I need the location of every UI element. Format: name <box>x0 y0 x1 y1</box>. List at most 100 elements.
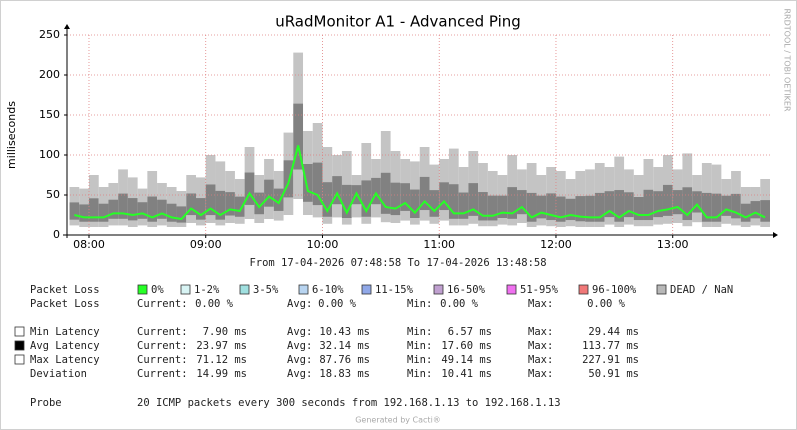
smoke-core <box>88 198 99 222</box>
smoke-core <box>312 162 323 206</box>
x-tick-label: 11:00 <box>423 238 455 251</box>
loss-swatch <box>656 284 667 295</box>
smoke-core <box>721 195 732 216</box>
smoke-core <box>361 180 372 217</box>
loss-swatch <box>361 284 372 295</box>
smoke-core <box>614 190 625 222</box>
loss-swatch <box>506 284 517 295</box>
smoke-core <box>98 203 109 222</box>
loss-legend-item: 0% <box>151 284 164 296</box>
loss-legend-label: Packet Loss <box>30 284 100 296</box>
stat-value: 6.57 ms <box>448 326 492 338</box>
smoke-core <box>731 193 741 219</box>
smoke-core <box>458 192 469 219</box>
smoke-core <box>682 187 693 221</box>
smoke-core <box>565 198 576 221</box>
smoke-core <box>487 195 498 221</box>
smoke-core <box>468 183 479 216</box>
smoke-core <box>176 206 187 223</box>
loss-swatch <box>180 284 191 295</box>
stat-key: Avg: <box>287 298 312 310</box>
loss-swatch <box>137 284 148 295</box>
smoke-core <box>604 191 615 218</box>
smoke-core <box>594 192 605 222</box>
smoke-core <box>293 103 304 170</box>
smoke-core <box>439 182 449 211</box>
smoke-core <box>273 188 284 211</box>
stat-value: 50.91 ms <box>588 368 639 380</box>
stat-key: Current: <box>137 354 188 366</box>
y-axis-label: milliseconds <box>5 101 18 169</box>
loss-legend-item: 51-95% <box>520 284 559 296</box>
stat-key: Current: <box>137 326 188 338</box>
smoke-core <box>137 202 148 219</box>
stat-key: Current: <box>137 368 188 380</box>
stat-key: Max: <box>528 354 553 366</box>
smoke-core <box>750 201 761 219</box>
smoke-core <box>410 189 420 218</box>
stat-value: 14.99 ms <box>196 368 247 380</box>
stat-key: Max: <box>528 298 553 310</box>
smoke-core <box>332 176 342 205</box>
loss-swatch <box>578 284 589 295</box>
stat-label: Min Latency <box>30 326 100 338</box>
loss-legend-item: 16-50% <box>447 284 486 296</box>
smoke-core <box>186 193 197 216</box>
smoke-core <box>264 179 274 207</box>
smoke-core <box>526 192 537 222</box>
stat-key: Avg: <box>287 368 312 380</box>
stat-key: Min: <box>407 298 432 310</box>
stat-swatch <box>14 354 25 365</box>
smoke-core <box>166 203 177 222</box>
footer: Generated by Cacti® <box>355 416 441 425</box>
smoke-core <box>662 184 673 216</box>
smoke-core <box>517 190 527 215</box>
loss-swatch <box>433 284 444 295</box>
smoke-core <box>536 195 547 219</box>
stat-key: Max: <box>528 326 553 338</box>
stat-key: Avg: <box>287 340 312 352</box>
x-tick-label: 12:00 <box>540 238 572 251</box>
y-tick-label: 150 <box>39 108 60 121</box>
stat-value: 32.14 ms <box>319 340 370 352</box>
stat-key: Avg: <box>287 354 312 366</box>
probe-text: 20 ICMP packets every 300 seconds from 1… <box>137 397 561 409</box>
smoke-core <box>497 195 508 218</box>
smoke-core <box>692 191 702 213</box>
y-arrow <box>64 24 70 29</box>
smoke-core <box>79 204 89 222</box>
smoke-core <box>643 189 654 221</box>
smoke-core <box>419 176 430 211</box>
smoke-core <box>390 182 401 216</box>
smoke-core <box>740 203 751 222</box>
smoke-core <box>575 196 586 222</box>
stat-value: 0.00 % <box>587 298 626 310</box>
x-tick-label: 13:00 <box>657 238 689 251</box>
loss-legend-item: 1-2% <box>194 284 220 296</box>
smoke-core <box>127 198 138 221</box>
x-tick-label: 09:00 <box>190 238 222 251</box>
smoke-core <box>711 193 722 222</box>
stat-label: Packet Loss <box>30 298 100 310</box>
stat-key: Min: <box>407 340 432 352</box>
median-line <box>74 145 766 221</box>
smoke-core <box>701 192 712 222</box>
smoke-core <box>555 196 566 222</box>
stat-value: 0.00 % <box>195 298 234 310</box>
x-tick-label: 08:00 <box>73 238 105 251</box>
stat-value: 10.41 ms <box>441 368 492 380</box>
stat-value: 0.00 % <box>318 298 357 310</box>
y-tick-label: 100 <box>39 148 60 161</box>
smoke-core <box>380 172 391 214</box>
stat-swatch <box>14 340 25 351</box>
smoke-core <box>147 196 158 222</box>
stat-value: 18.83 ms <box>319 368 370 380</box>
smoke-core <box>283 160 294 198</box>
stat-value: 113.77 ms <box>582 340 639 352</box>
smoke-core <box>341 184 352 218</box>
stat-key: Current: <box>137 298 188 310</box>
y-tick-label: 200 <box>39 68 60 81</box>
smoke-core <box>371 177 381 205</box>
smoke-core <box>254 192 265 215</box>
smoke-core <box>108 199 119 219</box>
